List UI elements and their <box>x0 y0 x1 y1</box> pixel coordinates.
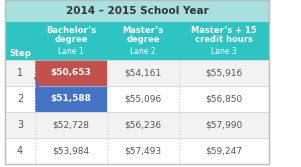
FancyBboxPatch shape <box>5 86 269 112</box>
FancyBboxPatch shape <box>35 86 107 112</box>
FancyBboxPatch shape <box>5 0 269 22</box>
Text: $55,096: $55,096 <box>124 95 162 104</box>
Text: $57,493: $57,493 <box>124 146 162 155</box>
Text: Bachelor’s: Bachelor’s <box>46 26 96 35</box>
Text: $53,984: $53,984 <box>52 146 90 155</box>
Text: Lane 2: Lane 2 <box>130 47 156 56</box>
Text: Step: Step <box>9 48 31 57</box>
Text: $50,653: $50,653 <box>51 68 92 77</box>
FancyBboxPatch shape <box>5 112 269 138</box>
Text: $55,916: $55,916 <box>205 68 243 77</box>
Text: 4: 4 <box>17 146 23 156</box>
Text: credit hours: credit hours <box>195 35 253 44</box>
Text: 2: 2 <box>17 94 23 104</box>
Text: Lane 1: Lane 1 <box>58 47 84 56</box>
Text: Master’s + 15: Master’s + 15 <box>191 26 257 35</box>
Text: $54,161: $54,161 <box>124 68 162 77</box>
Text: 2014 – 2015 School Year: 2014 – 2015 School Year <box>66 6 208 16</box>
Text: $51,588: $51,588 <box>51 95 92 104</box>
Text: $56,236: $56,236 <box>124 121 162 129</box>
Text: Master’s: Master’s <box>123 26 164 35</box>
Text: degree: degree <box>54 35 88 44</box>
Text: $56,850: $56,850 <box>205 95 243 104</box>
FancyBboxPatch shape <box>5 22 269 60</box>
Text: Lane 3: Lane 3 <box>211 47 237 56</box>
Text: $59,247: $59,247 <box>206 146 243 155</box>
Text: $52,728: $52,728 <box>52 121 89 129</box>
FancyBboxPatch shape <box>5 138 269 164</box>
Text: degree: degree <box>126 35 160 44</box>
Text: $57,990: $57,990 <box>205 121 243 129</box>
FancyBboxPatch shape <box>5 60 269 86</box>
Text: 3: 3 <box>17 120 23 130</box>
Text: 1: 1 <box>17 68 23 78</box>
FancyBboxPatch shape <box>35 60 107 86</box>
